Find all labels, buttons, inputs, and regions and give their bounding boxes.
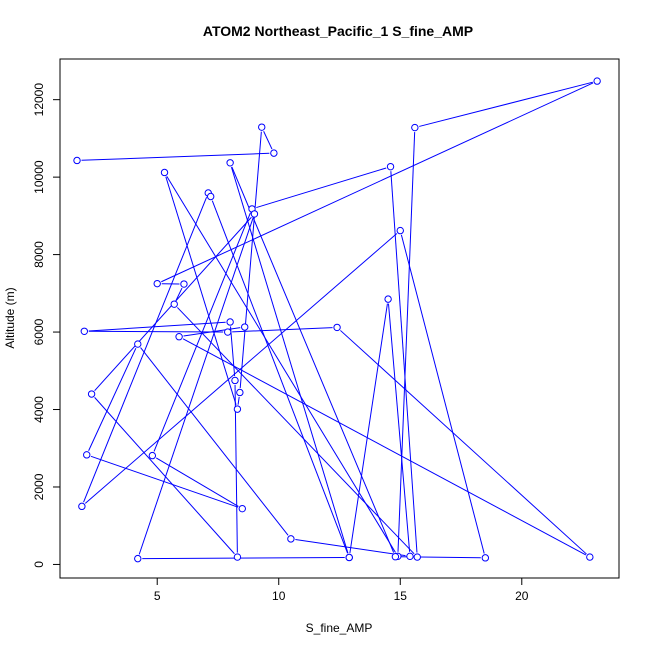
data-point [160, 168, 169, 177]
data-point [406, 552, 414, 561]
y-tick-label: 4000 [32, 396, 46, 423]
series-segment [400, 234, 485, 554]
data-point [250, 210, 259, 218]
data-point [396, 226, 404, 235]
series-segment [340, 330, 587, 555]
data-point [287, 535, 295, 543]
data-point [180, 280, 188, 288]
y-tick-label: 12000 [32, 83, 46, 117]
series-segment [176, 307, 415, 555]
data-point [170, 300, 178, 308]
data-point [206, 192, 215, 201]
data-point [83, 451, 91, 459]
data-point [411, 123, 419, 132]
data-point [593, 77, 601, 85]
series-segment [230, 326, 236, 377]
data-point [333, 323, 341, 332]
x-axis-label: S_fine_AMP [306, 621, 373, 635]
series-segment [397, 132, 416, 552]
x-axis: 5 10 15 20 [154, 578, 529, 603]
data-point [134, 340, 142, 348]
series-segment [175, 287, 183, 301]
series-segment [387, 303, 411, 552]
y-axis-label: Altitude (m) [3, 287, 17, 348]
data-point [226, 159, 234, 167]
series-segment [390, 171, 418, 553]
data-point [238, 504, 246, 513]
data-point [386, 162, 395, 171]
series-segment [166, 176, 396, 553]
data-point [481, 554, 490, 562]
plot-frame [59, 58, 620, 579]
series-segment [165, 176, 237, 405]
x-tick-label: 10 [272, 589, 286, 603]
series-segment [83, 196, 208, 503]
data-point [241, 323, 249, 331]
y-tick-label: 2000 [32, 473, 46, 500]
series-segment [161, 82, 594, 283]
series-segment [237, 396, 240, 405]
series-segment [263, 131, 273, 150]
data-point [80, 327, 89, 335]
series-segment [349, 303, 388, 554]
x-tick-label: 20 [515, 589, 529, 603]
data-point [87, 390, 96, 398]
series-segment [81, 152, 270, 161]
series-segment [155, 457, 239, 507]
y-tick-label: 6000 [32, 318, 46, 345]
data-point [224, 328, 232, 336]
series-layer [73, 77, 601, 563]
series-segment [94, 397, 235, 555]
data-point [78, 502, 86, 511]
series-segment [140, 347, 289, 536]
series-segment [84, 233, 398, 504]
data-point [226, 318, 234, 326]
series-segment [88, 347, 137, 451]
data-point [413, 553, 421, 561]
data-point [73, 156, 81, 165]
series-segment [138, 218, 254, 555]
data-point [384, 295, 392, 303]
series-segment [183, 327, 241, 337]
y-tick-label: 10000 [32, 160, 46, 194]
series-segment [182, 338, 587, 556]
series-segment [90, 455, 239, 508]
series-segment [88, 330, 224, 333]
series-segment [230, 166, 349, 554]
data-point [391, 552, 400, 561]
data-point [148, 451, 157, 460]
series-segment [232, 327, 333, 333]
data-point [345, 553, 353, 562]
data-point [233, 405, 242, 413]
data-point [233, 553, 242, 561]
y-tick-label: 8000 [32, 241, 46, 268]
series-segment [211, 200, 349, 554]
series-segment [88, 321, 226, 332]
chart-title: ATOM2 Northeast_Pacific_1 S_fine_AMP [203, 23, 473, 39]
series-segment [256, 167, 387, 209]
x-tick-label: 15 [394, 589, 408, 603]
y-tick-label: 0 [32, 561, 46, 568]
data-point [175, 333, 183, 341]
data-point [270, 149, 278, 157]
data-point [258, 123, 266, 131]
data-point [231, 376, 239, 385]
series-segment [239, 131, 262, 389]
data-point [236, 388, 244, 397]
series-segment [419, 81, 593, 127]
y-axis: 0 2000 4000 6000 8000 10000 12000 [32, 83, 60, 568]
series-segment [234, 384, 238, 553]
series-segment [142, 556, 345, 560]
data-point [134, 554, 142, 563]
series-segment [231, 166, 395, 553]
x-tick-label: 5 [154, 589, 161, 603]
data-point [153, 279, 161, 288]
data-point [586, 553, 594, 561]
